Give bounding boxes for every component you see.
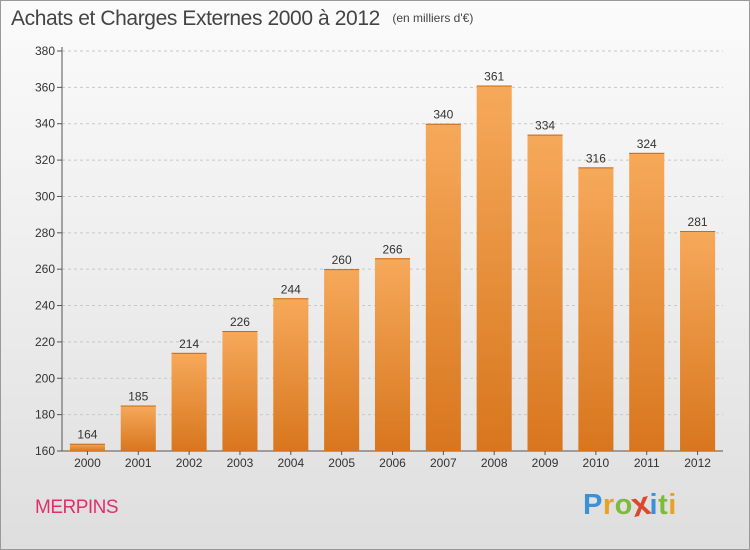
x-tick-label: 2003 (227, 456, 254, 470)
bar-2001 (120, 405, 156, 451)
bar-2004 (273, 298, 309, 451)
x-tick-label: 2000 (74, 456, 101, 470)
y-tick-label: 160 (35, 444, 55, 458)
brand-logo: Proxiti (583, 485, 677, 525)
bar-2011 (629, 152, 665, 451)
brand-letter: i (649, 489, 659, 521)
data-label: 361 (484, 70, 504, 84)
data-label: 334 (535, 119, 555, 133)
x-tick-label: 2002 (176, 456, 203, 470)
data-label: 185 (128, 390, 148, 404)
chart-title: Achats et Charges Externes 2000 à 2012 (11, 7, 380, 30)
x-tick-label: 2009 (532, 456, 559, 470)
data-label: 316 (586, 151, 606, 165)
data-label: 266 (382, 242, 402, 256)
y-tick-label: 380 (35, 44, 55, 58)
x-tick-label: 2007 (430, 456, 457, 470)
y-tick-label: 200 (35, 371, 55, 385)
data-label: 260 (332, 253, 352, 267)
data-label: 244 (281, 282, 301, 296)
data-label: 164 (77, 428, 97, 442)
title-row: Achats et Charges Externes 2000 à 2012 (… (11, 7, 473, 31)
x-tick-label: 2004 (277, 456, 304, 470)
x-tick-label: 2011 (634, 456, 660, 470)
y-tick-label: 340 (35, 117, 55, 131)
x-tick-label: 2008 (481, 456, 508, 470)
brand-letter: i (668, 489, 677, 521)
y-tick-label: 220 (35, 335, 55, 349)
brand-letter: P (583, 489, 603, 521)
bar-2005 (324, 269, 360, 451)
data-label: 324 (637, 137, 657, 151)
bar-2008 (476, 85, 512, 451)
bar-2009 (527, 134, 563, 452)
bar-2012 (680, 231, 716, 451)
data-label: 214 (179, 337, 199, 351)
bar-2003 (222, 331, 258, 451)
x-tick-label: 2001 (125, 456, 152, 470)
x-tick-label: 2010 (583, 456, 610, 470)
x-tick-label: 2005 (328, 456, 355, 470)
y-tick-label: 320 (35, 153, 55, 167)
brand-letter: t (658, 489, 669, 521)
y-tick-label: 300 (35, 189, 55, 203)
data-label: 281 (688, 215, 708, 229)
bar-2007 (425, 123, 461, 452)
commune-name: MERPINS (35, 497, 119, 518)
y-tick-label: 360 (35, 80, 55, 94)
chart-subtitle: (en milliers d'€) (392, 11, 474, 25)
data-label: 226 (230, 315, 250, 329)
bar-2006 (374, 258, 411, 451)
y-tick-label: 180 (35, 408, 55, 422)
bar-2000 (69, 443, 105, 451)
data-label: 340 (433, 108, 453, 122)
y-tick-label: 280 (35, 226, 55, 240)
brand-letter: r (602, 489, 615, 521)
x-tick-label: 2012 (684, 456, 711, 470)
x-tick-label: 2006 (379, 456, 406, 470)
bar-2002 (171, 352, 207, 451)
y-tick-label: 240 (35, 299, 55, 313)
y-tick-label: 260 (35, 262, 55, 276)
brand-letter: o (614, 489, 633, 521)
bar-2010 (578, 167, 614, 451)
